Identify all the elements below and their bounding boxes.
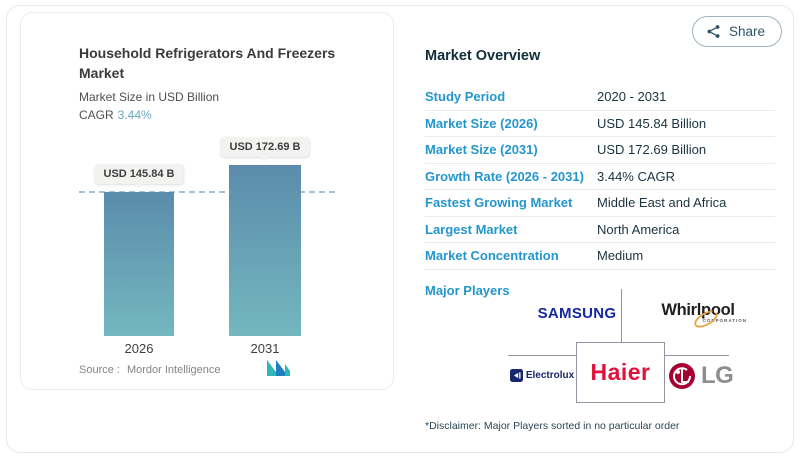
source-line: Source : Mordor Intelligence <box>79 364 221 376</box>
share-icon <box>707 25 720 38</box>
row-label: Study Period <box>425 89 506 105</box>
samsung-logo: SAMSUNG <box>537 305 617 322</box>
bar-value-label-2031: USD 172.69 B <box>220 137 310 157</box>
row-value: 3.44% CAGR <box>597 168 676 184</box>
overview-table: Study Period 2020 - 2031 Market Size (20… <box>425 84 775 270</box>
disclaimer-text: *Disclaimer: Major Players sorted in no … <box>425 420 680 432</box>
market-chart-card: Household Refrigerators And Freezers Mar… <box>20 12 394 390</box>
electrolux-logo: Electrolux <box>508 369 576 382</box>
row-label: Market Size (2026) <box>425 115 538 131</box>
whirlpool-logo: Whirlpool CORPORATION <box>643 301 753 328</box>
row-value: USD 172.69 Billion <box>597 142 707 158</box>
whirlpool-wordmark: Whirlpool <box>661 301 735 319</box>
chart-title: Household Refrigerators And Freezers Mar… <box>79 45 336 81</box>
table-row: Largest Market North America <box>425 217 775 243</box>
table-row: Market Concentration Medium <box>425 243 775 270</box>
cagr-label: CAGR <box>79 108 114 122</box>
share-button[interactable]: Share <box>691 16 782 47</box>
electrolux-wordmark: Electrolux <box>525 370 575 381</box>
electrolux-icon <box>509 369 523 382</box>
row-label: Growth Rate (2026 - 2031) <box>425 168 584 184</box>
table-row: Study Period 2020 - 2031 <box>425 84 775 111</box>
row-value: Medium <box>597 248 644 264</box>
row-label: Fastest Growing Market <box>425 195 573 211</box>
row-value: North America <box>597 221 680 237</box>
table-row: Growth Rate (2026 - 2031) 3.44% CAGR <box>425 164 775 190</box>
cagr-value: 3.44% <box>117 108 152 122</box>
share-label: Share <box>728 24 765 39</box>
table-row: Market Size (2031) USD 172.69 Billion <box>425 137 775 164</box>
table-row: Market Size (2026) USD 145.84 Billion <box>425 111 775 137</box>
row-value: USD 145.84 Billion <box>597 115 707 131</box>
lg-wordmark: LG <box>701 362 734 389</box>
major-players-section: Major Players SAMSUNG Whirlpool CORPORAT… <box>425 281 777 415</box>
haier-wordmark: Haier <box>590 359 651 385</box>
x-axis-label-2026: 2026 <box>124 341 154 356</box>
row-value: 2020 - 2031 <box>597 89 667 105</box>
players-divider-horizontal-right <box>665 355 729 356</box>
whirlpool-corporation-text: CORPORATION <box>702 318 747 323</box>
chart-subtitle: Market Size in USD Billion <box>79 90 220 104</box>
players-divider-horizontal-left <box>508 355 576 356</box>
row-label: Market Size (2031) <box>425 142 538 158</box>
table-row: Fastest Growing Market Middle East and A… <box>425 190 775 217</box>
bar-2026 <box>104 191 174 336</box>
haier-logo-box: Haier <box>576 342 665 403</box>
source-value: Mordor Intelligence <box>126 364 221 376</box>
mordor-intelligence-logo-icon <box>267 360 290 376</box>
reference-dashed-line <box>79 190 337 193</box>
players-divider-vertical <box>621 289 622 342</box>
major-players-label: Major Players <box>425 283 510 298</box>
chart-cagr: CAGR 3.44% <box>79 108 152 122</box>
row-value: Middle East and Africa <box>597 195 727 211</box>
row-label: Largest Market <box>425 221 518 237</box>
lg-symbol-icon <box>669 363 695 389</box>
x-axis-label-2031: 2031 <box>250 341 280 356</box>
source-label: Source : <box>79 364 120 376</box>
bar-chart-plot: USD 145.84 B USD 172.69 B 2026 2031 <box>79 137 351 356</box>
overview-title: Market Overview <box>425 48 541 64</box>
row-label: Market Concentration <box>425 248 559 264</box>
bar-value-label-2026: USD 145.84 B <box>94 163 184 184</box>
bar-2031 <box>229 165 301 336</box>
lg-logo: LG <box>668 362 734 390</box>
